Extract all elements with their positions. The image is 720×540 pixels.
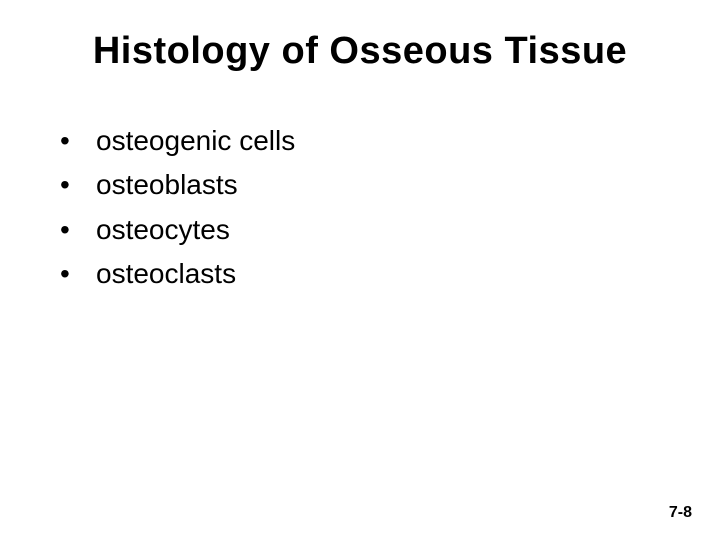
list-item: • osteogenic cells [60, 123, 670, 159]
bullet-list: • osteogenic cells • osteoblasts • osteo… [50, 123, 670, 293]
bullet-text: osteoclasts [96, 256, 236, 292]
bullet-icon: • [60, 167, 78, 203]
bullet-text: osteogenic cells [96, 123, 295, 159]
slide-container: Histology of Osseous Tissue • osteogenic… [0, 0, 720, 540]
page-number: 7-8 [669, 504, 692, 522]
bullet-text: osteocytes [96, 212, 230, 248]
bullet-text: osteoblasts [96, 167, 238, 203]
list-item: • osteoblasts [60, 167, 670, 203]
bullet-icon: • [60, 123, 78, 159]
bullet-icon: • [60, 256, 78, 292]
list-item: • osteoclasts [60, 256, 670, 292]
slide-title: Histology of Osseous Tissue [50, 30, 670, 73]
bullet-icon: • [60, 212, 78, 248]
list-item: • osteocytes [60, 212, 670, 248]
